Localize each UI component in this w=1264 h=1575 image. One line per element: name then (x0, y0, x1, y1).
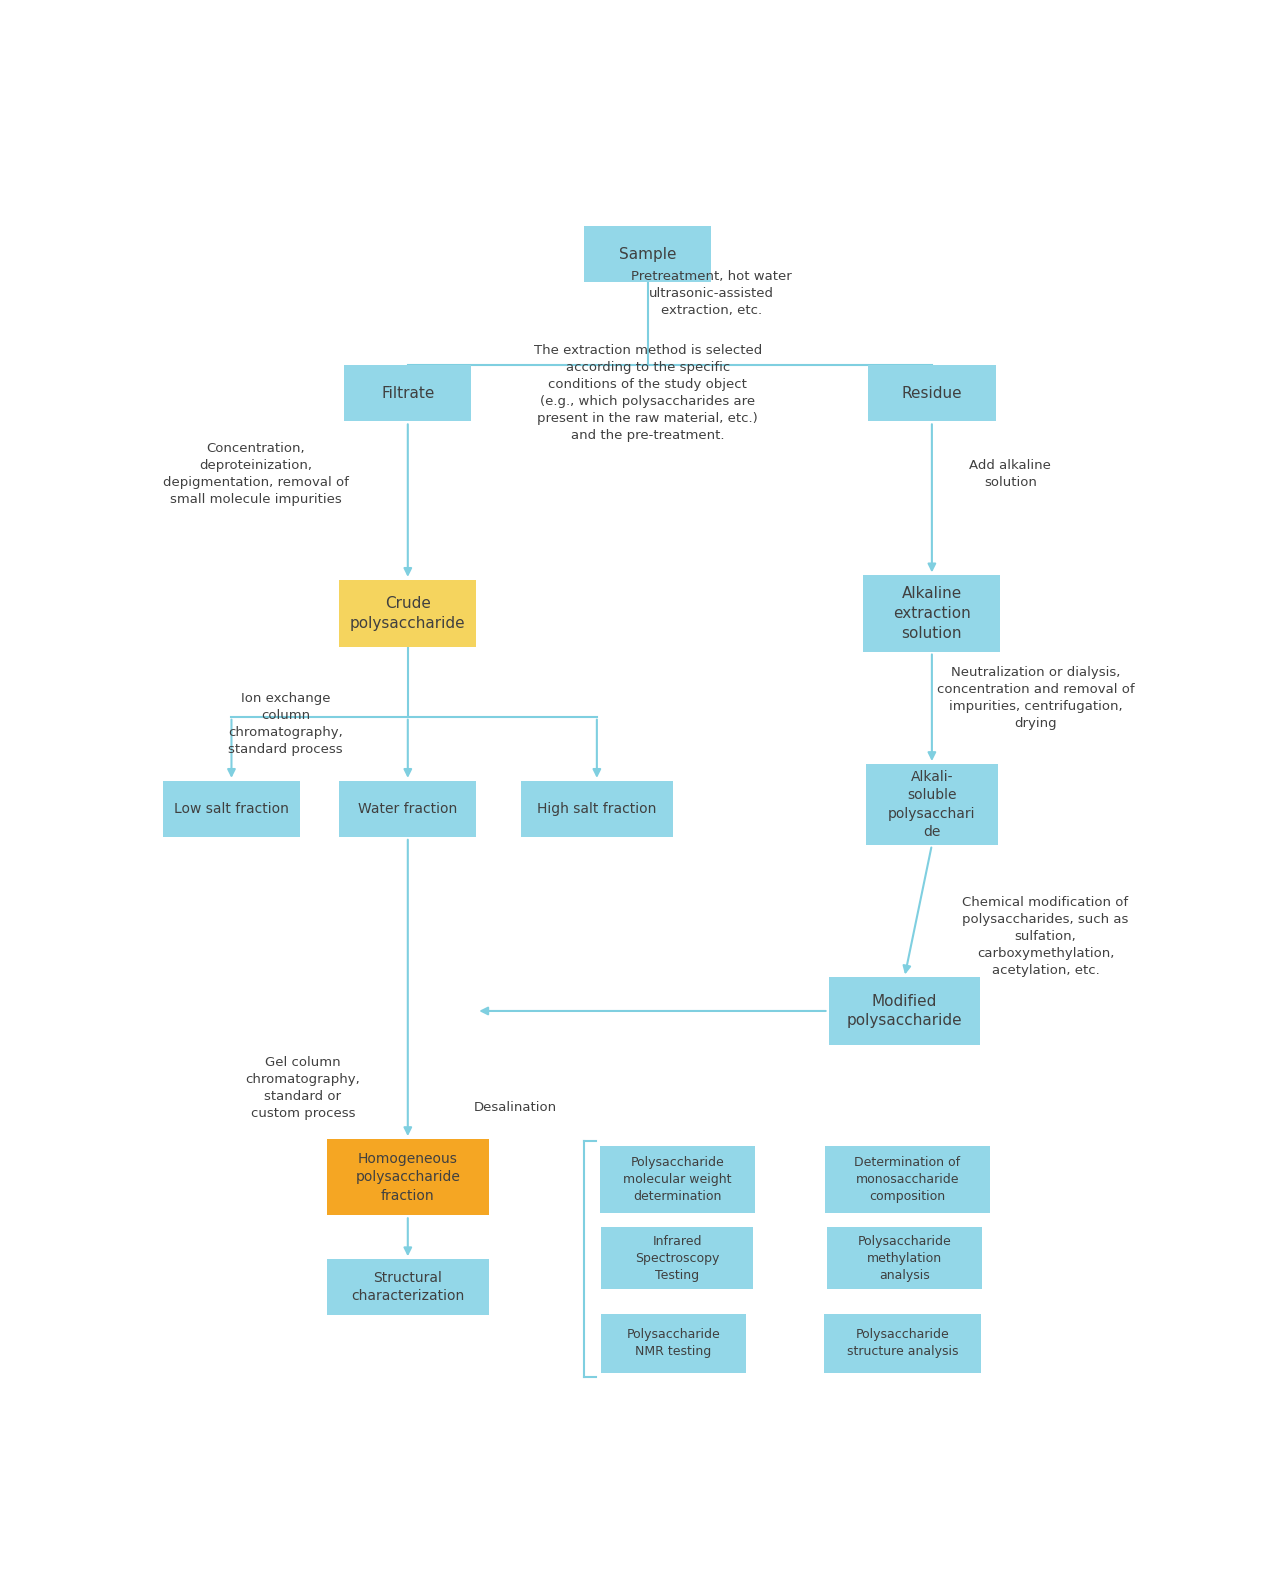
Text: Water fraction: Water fraction (358, 802, 458, 816)
FancyBboxPatch shape (868, 365, 996, 422)
Text: Add alkaline
solution: Add alkaline solution (969, 458, 1052, 488)
Text: Determination of
monosaccharide
composition: Determination of monosaccharide composit… (854, 1156, 961, 1203)
Text: The extraction method is selected
according to the specific
conditions of the st: The extraction method is selected accord… (533, 345, 762, 443)
FancyBboxPatch shape (828, 976, 981, 1044)
Text: Polysaccharide
molecular weight
determination: Polysaccharide molecular weight determin… (623, 1156, 732, 1203)
Text: Sample: Sample (619, 247, 676, 261)
FancyBboxPatch shape (825, 1145, 990, 1213)
Text: Homogeneous
polysaccharide
fraction: Homogeneous polysaccharide fraction (355, 1151, 460, 1203)
Text: Low salt fraction: Low salt fraction (174, 802, 289, 816)
FancyBboxPatch shape (584, 227, 712, 282)
Text: Polysaccharide
NMR testing: Polysaccharide NMR testing (627, 1328, 720, 1358)
Text: Alkali-
soluble
polysacchari
de: Alkali- soluble polysacchari de (889, 770, 976, 839)
FancyBboxPatch shape (824, 1314, 981, 1372)
FancyBboxPatch shape (600, 1145, 755, 1213)
FancyBboxPatch shape (327, 1258, 489, 1315)
Text: Desalination: Desalination (474, 1101, 557, 1114)
FancyBboxPatch shape (344, 365, 471, 422)
Text: Alkaline
extraction
solution: Alkaline extraction solution (892, 586, 971, 641)
Text: Concentration,
deproteinization,
depigmentation, removal of
small molecule impur: Concentration, deproteinization, depigme… (163, 441, 349, 506)
Text: Polysaccharide
structure analysis: Polysaccharide structure analysis (847, 1328, 958, 1358)
FancyBboxPatch shape (827, 1227, 982, 1290)
Text: Modified
polysaccharide: Modified polysaccharide (847, 994, 962, 1028)
FancyBboxPatch shape (327, 1139, 489, 1216)
FancyBboxPatch shape (866, 764, 999, 844)
Text: Polysaccharide
methylation
analysis: Polysaccharide methylation analysis (857, 1235, 952, 1282)
FancyBboxPatch shape (602, 1227, 753, 1290)
Text: Structural
characterization: Structural characterization (351, 1271, 464, 1304)
FancyBboxPatch shape (339, 781, 477, 836)
Text: Residue: Residue (901, 386, 962, 402)
FancyBboxPatch shape (600, 1314, 746, 1372)
Text: Ion exchange
column
chromatography,
standard process: Ion exchange column chromatography, stan… (228, 691, 343, 756)
FancyBboxPatch shape (339, 580, 477, 647)
Text: Gel column
chromatography,
standard or
custom process: Gel column chromatography, standard or c… (245, 1055, 360, 1120)
Text: Infrared
Spectroscopy
Testing: Infrared Spectroscopy Testing (635, 1235, 719, 1282)
FancyBboxPatch shape (163, 781, 300, 836)
Text: Neutralization or dialysis,
concentration and removal of
impurities, centrifugat: Neutralization or dialysis, concentratio… (937, 666, 1135, 731)
Text: Filtrate: Filtrate (382, 386, 435, 402)
Text: Crude
polysaccharide: Crude polysaccharide (350, 595, 465, 632)
Text: Pretreatment, hot water
ultrasonic-assisted
extraction, etc.: Pretreatment, hot water ultrasonic-assis… (631, 269, 791, 317)
FancyBboxPatch shape (521, 781, 672, 836)
FancyBboxPatch shape (863, 575, 1001, 652)
Text: High salt fraction: High salt fraction (537, 802, 656, 816)
Text: Chemical modification of
polysaccharides, such as
sulfation,
carboxymethylation,: Chemical modification of polysaccharides… (962, 896, 1129, 978)
